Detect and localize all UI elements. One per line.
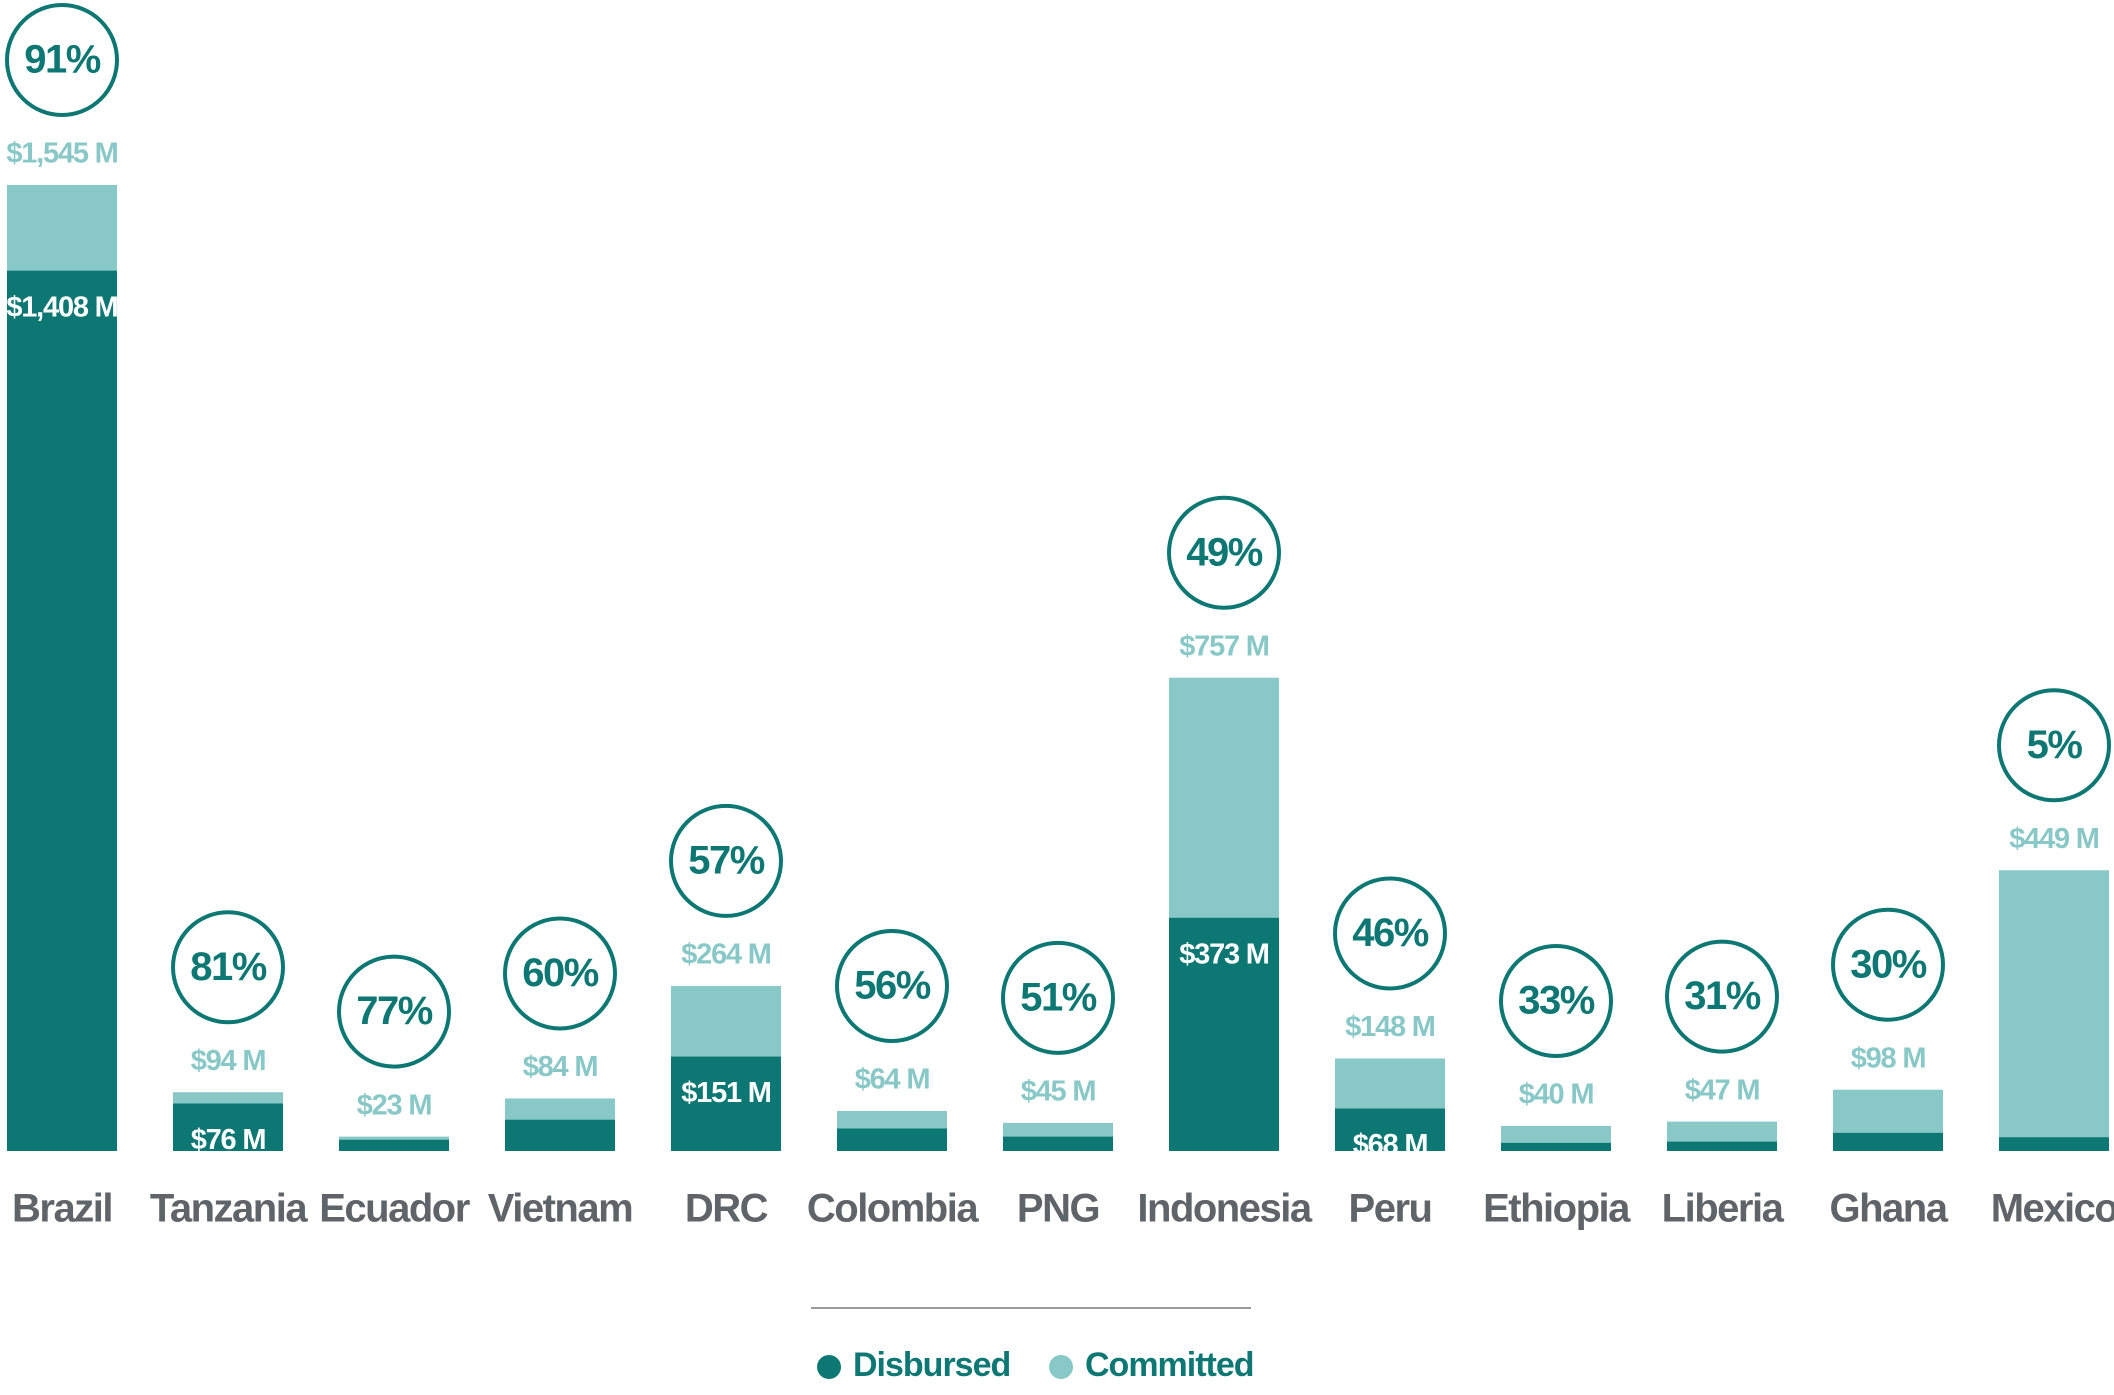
- bar-disbursed: [1003, 1136, 1113, 1151]
- x-tick-label: PNG: [1017, 1187, 1099, 1231]
- x-tick-label: Indonesia: [1137, 1187, 1312, 1231]
- x-tick-label: Peru: [1349, 1187, 1432, 1231]
- x-tick-label: Mexico: [1991, 1187, 2114, 1231]
- share-circle: [171, 910, 285, 1025]
- share-circle: [1997, 688, 2111, 803]
- committed-label: $757 M: [1179, 630, 1269, 662]
- bar-disbursed: [1999, 1137, 2109, 1151]
- share-label: 56%: [854, 964, 930, 1008]
- x-tick-label: Ecuador: [319, 1187, 469, 1231]
- committed-label: $264 M: [681, 939, 771, 971]
- bar-disbursed: [671, 1056, 781, 1151]
- legend-swatch: [817, 1355, 841, 1379]
- x-tick-label: Liberia: [1662, 1187, 1785, 1231]
- x-tick-label: Vietnam: [488, 1187, 632, 1231]
- share-label: 77%: [356, 989, 432, 1033]
- committed-label: $98 M: [1851, 1042, 1926, 1074]
- committed-label: $23 M: [357, 1089, 432, 1121]
- share-circle: [503, 916, 617, 1031]
- committed-label: $449 M: [2009, 823, 2099, 855]
- x-tick-label: Tanzania: [150, 1187, 308, 1231]
- share-circle: [669, 803, 783, 918]
- legend-label: Committed: [1085, 1346, 1254, 1384]
- committed-label: $94 M: [191, 1045, 266, 1077]
- bar-disbursed: [837, 1128, 947, 1151]
- share-label: 49%: [1186, 530, 1262, 574]
- x-tick-label: DRC: [685, 1187, 768, 1231]
- share-circle: [337, 954, 451, 1069]
- disbursed-label: $76 M: [191, 1124, 266, 1156]
- committed-label: $45 M: [1021, 1076, 1096, 1108]
- bar-disbursed: [339, 1139, 449, 1151]
- bar-disbursed: [1335, 1108, 1445, 1151]
- share-circle: [1665, 939, 1779, 1054]
- x-tick-label: Ethiopia: [1483, 1187, 1631, 1231]
- x-tick-label: Brazil: [12, 1187, 112, 1231]
- disbursed-label: $1,408 M: [6, 291, 117, 323]
- share-circle: [5, 3, 119, 117]
- share-circle: [1499, 943, 1613, 1058]
- share-label: 5%: [2027, 723, 2083, 767]
- share-label: 81%: [190, 945, 266, 989]
- bar-disbursed: [173, 1103, 283, 1151]
- committed-label: $64 M: [855, 1064, 930, 1096]
- share-label: 60%: [522, 951, 598, 995]
- bar-disbursed: [505, 1119, 615, 1151]
- disbursed-label: $68 M: [1353, 1129, 1428, 1161]
- bar-disbursed: [7, 270, 117, 1151]
- bar-disbursed: [1501, 1142, 1611, 1151]
- share-circle: [1333, 876, 1447, 991]
- committed-label: $47 M: [1685, 1074, 1760, 1106]
- share-label: 30%: [1850, 942, 1926, 986]
- bar-committed: [1999, 870, 2109, 1151]
- share-circle: [835, 928, 949, 1043]
- legend-label: Disbursed: [853, 1346, 1010, 1384]
- share-label: 91%: [24, 38, 100, 82]
- committed-label: $40 M: [1519, 1079, 1594, 1111]
- legend-swatch: [1049, 1355, 1073, 1379]
- committed-label: $148 M: [1345, 1011, 1435, 1043]
- share-circle: [1831, 907, 1945, 1022]
- share-label: 33%: [1518, 979, 1594, 1023]
- disbursed-label: $373 M: [1179, 938, 1269, 970]
- bar-disbursed: [1169, 917, 1279, 1151]
- share-circle: [1167, 495, 1281, 610]
- share-circle: [1001, 940, 1115, 1055]
- share-label: 46%: [1352, 911, 1428, 955]
- share-label: 57%: [688, 838, 764, 882]
- committed-label: $84 M: [523, 1051, 598, 1083]
- disbursed-label: $151 M: [681, 1077, 771, 1109]
- bar-disbursed: [1833, 1132, 1943, 1151]
- share-label: 51%: [1020, 975, 1096, 1019]
- x-tick-label: Colombia: [807, 1187, 979, 1231]
- bar-disbursed: [1667, 1141, 1777, 1151]
- share-label: 31%: [1684, 974, 1760, 1018]
- x-tick-label: Ghana: [1830, 1187, 1949, 1231]
- committed-label: $1,545 M: [6, 138, 117, 170]
